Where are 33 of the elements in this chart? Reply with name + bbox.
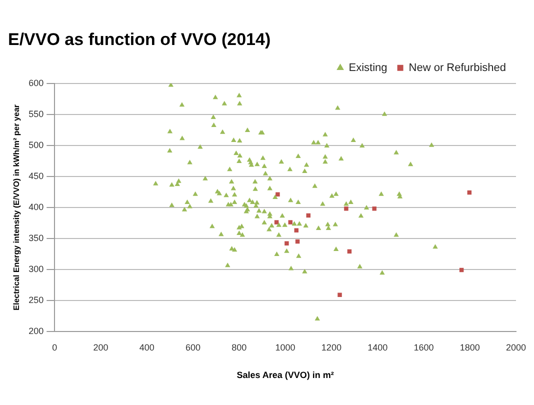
point — [288, 220, 293, 224]
y-tick-label: 450 — [28, 170, 44, 181]
point — [294, 228, 299, 232]
y-tick-label: 200 — [28, 326, 44, 336]
y-tick-label: 550 — [28, 108, 44, 119]
point — [372, 206, 376, 211]
chart-title: E/VVO as function of VVO (2014) — [8, 30, 271, 49]
y-tick-label: 300 — [28, 264, 44, 274]
x-tick-label: 1400 — [368, 342, 388, 352]
y-tick-label: 250 — [28, 294, 44, 305]
x-tick-label: 0 — [52, 342, 58, 352]
point — [276, 192, 280, 196]
x-axis-title: Sales Area (VVO) in m² — [236, 370, 334, 380]
x-tick-label: 1800 — [460, 342, 480, 352]
point — [344, 206, 348, 211]
x-tick-label: 800 — [232, 342, 247, 352]
y-axis-title: Electrical Energy intensity (E/VVO) in kWh/m² per year — [12, 104, 22, 310]
point — [338, 292, 342, 297]
y-tick-label: 600 — [28, 78, 44, 88]
x-tick-label: 1200 — [321, 342, 342, 352]
x-tick-label: 200 — [93, 342, 108, 352]
point — [284, 241, 289, 246]
point — [274, 220, 279, 224]
y-tick-label: 350 — [28, 232, 44, 243]
x-tick-label: 2000 — [506, 342, 526, 352]
y-tick-label: 500 — [28, 140, 44, 150]
x-tick-label: 600 — [186, 342, 201, 352]
legend-label: New or Refurbished — [408, 62, 506, 74]
legend-label: Existing — [348, 62, 388, 74]
x-tick-label: 400 — [139, 342, 154, 352]
y-tick-label: 400 — [28, 202, 44, 212]
x-tick-label: 1000 — [275, 342, 296, 352]
x-tick-label: 1600 — [414, 342, 434, 352]
